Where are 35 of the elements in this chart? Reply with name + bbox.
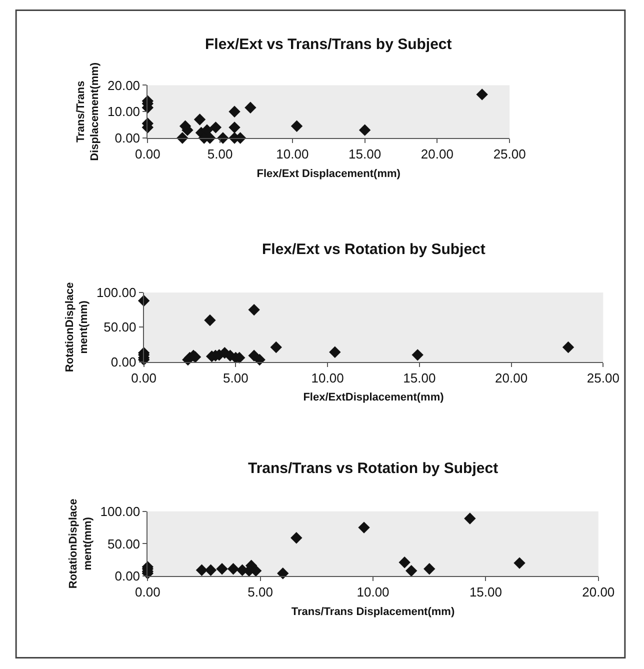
x-axis-title: Trans/Trans Displacement(mm) (291, 606, 455, 618)
x-tick-label: 25.00 (586, 370, 620, 386)
x-tick-label: 10.00 (311, 370, 344, 386)
x-tick-label: 0.00 (131, 370, 156, 386)
chart-title: Trans/Trans vs Rotation by Subject (248, 460, 498, 477)
y-tick-label: 10.00 (108, 104, 140, 120)
y-tick-label: 100.00 (96, 285, 136, 300)
y-tick-label: 50.00 (108, 536, 140, 552)
y-tick-label: 100.00 (100, 504, 140, 519)
x-tick-label: 5.00 (223, 370, 248, 386)
y-tick-label: 0.00 (114, 568, 140, 584)
x-tick-label: 15.00 (403, 370, 436, 386)
x-tick-label: 0.00 (134, 146, 160, 162)
y-tick-label: 20.00 (108, 78, 140, 93)
y-axis-title: RotationDisplacement(mm) (64, 282, 90, 372)
x-tick-label: 10.00 (276, 146, 309, 162)
y-axis-title: Trans/Trans Displacement(mm) (74, 62, 102, 161)
x-tick-label: 25.00 (493, 146, 526, 162)
y-tick-label: 0.00 (110, 354, 136, 370)
x-tick-label: 20.00 (420, 146, 454, 162)
x-tick-label: 20.00 (582, 584, 615, 600)
y-axis-title: RotationDisplacement(mm) (68, 498, 94, 589)
x-tick-label: 5.00 (207, 146, 233, 162)
x-axis-title: Flex/Ext Displacement(mm) (256, 168, 401, 180)
x-tick-label: 20.00 (495, 370, 528, 386)
x-tick-label: 15.00 (348, 146, 382, 162)
x-tick-label: 15.00 (469, 584, 502, 600)
x-tick-label: 10.00 (356, 584, 390, 600)
chart-title: Flex/Ext vs Rotation by Subject (262, 241, 486, 258)
x-axis-title: Flex/ExtDisplacement(mm) (303, 392, 444, 404)
y-tick-label: 0.00 (114, 130, 140, 146)
x-tick-label: 0.00 (134, 584, 160, 600)
chart-title: Flex/Ext vs Trans/Trans by Subject (205, 36, 452, 53)
x-tick-label: 5.00 (248, 584, 273, 600)
y-tick-label: 50.00 (104, 320, 136, 335)
